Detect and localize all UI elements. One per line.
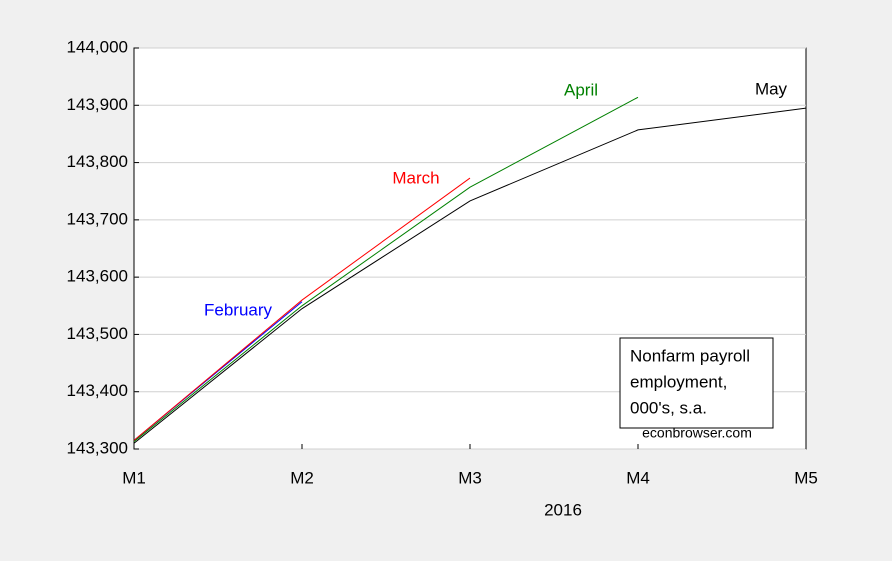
annotation-box <box>619 337 774 429</box>
y-tick-label: 143,500 <box>67 324 128 343</box>
series-label: April <box>564 80 598 99</box>
y-tick-label: 143,300 <box>67 438 128 457</box>
source: econbrowser.com <box>642 425 752 441</box>
y-tick-label: 143,900 <box>67 95 128 114</box>
x-axis-label: 2016 <box>544 500 582 519</box>
x-tick-label: M4 <box>626 468 650 487</box>
x-tick-label: M1 <box>122 468 146 487</box>
y-tick-label: 143,700 <box>67 209 128 228</box>
annotation: 000's, s.a. <box>630 398 707 417</box>
y-tick-label: 143,800 <box>67 152 128 171</box>
annotation: Nonfarm payroll <box>630 346 750 365</box>
series-line <box>133 107 807 444</box>
annotation: employment, <box>630 372 727 391</box>
series-line <box>133 177 471 441</box>
y-tick-label: 144,000 <box>67 37 128 56</box>
series-line <box>133 96 639 442</box>
y-tick-label: 143,400 <box>67 381 128 400</box>
x-tick-label: M5 <box>794 468 818 487</box>
series-label: May <box>755 79 788 98</box>
x-tick-label: M3 <box>458 468 482 487</box>
y-tick-label: 143,600 <box>67 267 128 286</box>
x-tick-label: M2 <box>290 468 314 487</box>
series-label: March <box>392 168 439 187</box>
series-label: February <box>204 300 273 319</box>
